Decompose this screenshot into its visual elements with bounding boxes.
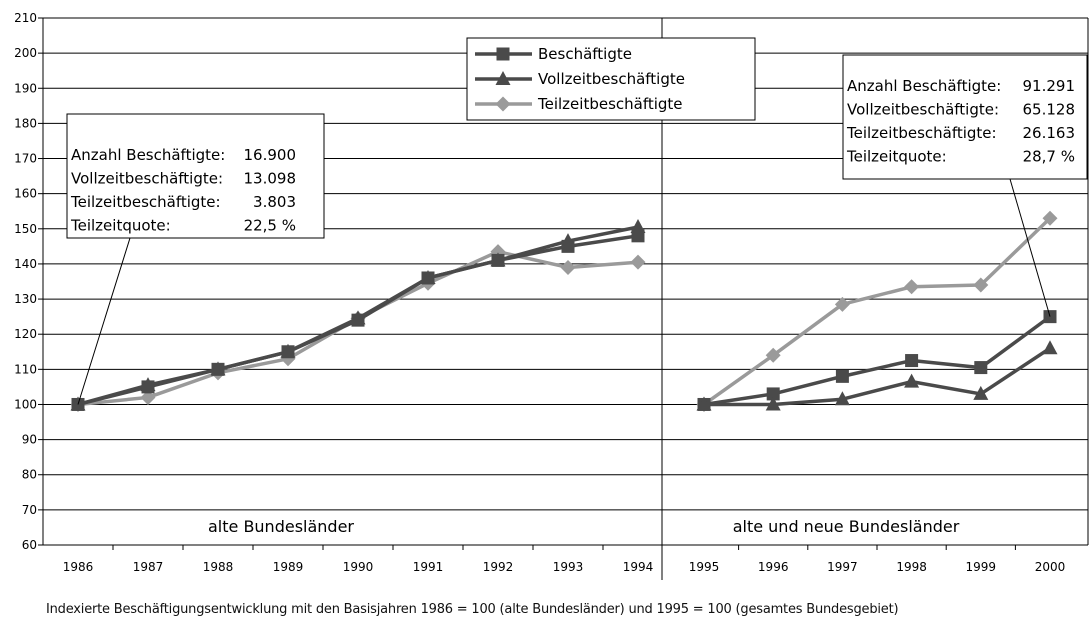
x-tick-label: 2000	[1035, 560, 1066, 574]
annotation-label: Teilzeitquote:	[70, 217, 171, 235]
x-tick-label: 1997	[827, 560, 858, 574]
x-tick-label: 1991	[413, 560, 444, 574]
annotation-label: Teilzeitbeschäftigte:	[70, 193, 221, 211]
y-tick-label: 150	[14, 222, 37, 236]
x-tick-label: 1998	[896, 560, 927, 574]
y-tick-label: 180	[14, 116, 37, 130]
y-tick-label: 110	[14, 362, 37, 376]
data-point-triangle	[490, 252, 506, 267]
region-label: alte Bundesländer	[208, 517, 354, 536]
data-point-diamond	[834, 296, 850, 312]
y-tick-label: 200	[14, 46, 37, 60]
annotation-value: 13.098	[244, 170, 297, 188]
data-point-diamond	[1042, 210, 1058, 226]
annotation-label: Vollzeitbeschäftigte:	[847, 101, 999, 119]
y-tick-label: 100	[14, 397, 37, 411]
legend-label: Vollzeitbeschäftigte	[538, 70, 685, 88]
y-tick-label: 170	[14, 152, 37, 166]
series-line	[704, 346, 1051, 407]
annotation-label: Anzahl Beschäftigte:	[71, 146, 225, 164]
x-tick-label: 1994	[623, 560, 654, 574]
y-tick-label: 70	[22, 503, 37, 517]
y-tick-label: 160	[14, 187, 37, 201]
series-line	[702, 217, 1052, 406]
data-point-square	[905, 354, 919, 368]
data-point-diamond	[140, 389, 156, 405]
annotation-value: 22,5 %	[244, 217, 296, 235]
series-line	[703, 315, 1052, 407]
annotation-label: Teilzeitquote:	[846, 148, 947, 166]
data-point-triangle	[696, 396, 712, 411]
data-point-square	[766, 387, 780, 401]
data-point-triangle	[973, 385, 989, 400]
annotation-label: Anzahl Beschäftigte:	[847, 77, 1001, 95]
x-tick-label: 1992	[483, 560, 514, 574]
annotation-value: 16.900	[244, 146, 297, 164]
x-tick-label: 1995	[689, 560, 720, 574]
y-axis: 60 70 80 90 100 110 120 130 140 150 160 170 180 190 20…	[14, 11, 1089, 580]
region-label: alte und neue Bundesländer	[733, 517, 960, 536]
data-point-triangle	[904, 373, 920, 388]
annotation-box	[66, 113, 325, 239]
annotation-box	[842, 54, 1088, 180]
annotation-value: 28,7 %	[1023, 148, 1075, 166]
data-point-triangle	[495, 71, 511, 85]
x-tick-label: 1987	[133, 560, 164, 574]
annotation-label: Teilzeitbeschäftigte:	[846, 124, 997, 142]
annotation-boxes: Anzahl Beschäftigte: 16.900 Vollzeitbeschä…	[66, 54, 1088, 405]
data-point-diamond	[904, 279, 920, 295]
data-point-triangle	[350, 310, 366, 325]
figure-caption: Indexierte Beschäftigungsentwicklung mit…	[46, 602, 899, 617]
y-tick-label: 140	[14, 257, 37, 271]
data-point-triangle	[560, 233, 576, 248]
data-point-triangle	[834, 391, 850, 406]
x-tick-label: 1988	[203, 560, 234, 574]
series-lines	[70, 210, 1058, 412]
callout-leader-line	[77, 237, 131, 405]
annotation-label: Vollzeitbeschäftigte:	[71, 170, 223, 188]
data-point-square	[496, 47, 510, 61]
data-point-diamond	[765, 347, 781, 363]
callout-leader-line	[1009, 178, 1051, 317]
employment-index-chart: 60 70 80 90 100 110 120 130 140 150 160 170 180 190 20…	[14, 11, 1089, 580]
region-labels: alte Bundesländer alte und neue Bundeslän…	[208, 517, 960, 536]
legend: Beschäftigte Vollzeitbeschäftigte Teilzeit…	[466, 37, 756, 121]
data-point-diamond	[630, 254, 646, 270]
annotation-value: 3.803	[253, 193, 296, 211]
x-tick-label: 1986	[63, 560, 94, 574]
data-point-square	[835, 369, 849, 383]
x-tick-label: 1999	[966, 560, 997, 574]
data-point-diamond	[495, 96, 511, 112]
data-point-triangle	[630, 219, 646, 234]
x-tick-label: 1989	[273, 560, 304, 574]
y-tick-label: 210	[14, 11, 37, 25]
data-point-triangle	[1042, 340, 1058, 355]
y-tick-label: 190	[14, 81, 37, 95]
x-tick-label: 1990	[343, 560, 374, 574]
y-tick-label: 120	[14, 327, 37, 341]
data-point-triangle	[280, 343, 296, 358]
y-tick-label: 90	[22, 433, 37, 447]
data-point-square	[974, 361, 988, 375]
y-tick-label: 80	[22, 468, 37, 482]
data-point-diamond	[560, 259, 576, 275]
data-point-triangle	[210, 361, 226, 376]
legend-label: Beschäftigte	[538, 45, 632, 63]
x-tick-label: 1993	[553, 560, 584, 574]
y-tick-label: 130	[14, 292, 37, 306]
annotation-value: 91.291	[1023, 77, 1076, 95]
annotation-value: 65.128	[1023, 101, 1076, 119]
data-point-triangle	[420, 269, 436, 284]
legend-label: Teilzeitbeschäftigte	[537, 95, 683, 113]
data-point-triangle	[765, 396, 781, 411]
data-point-diamond	[973, 277, 989, 293]
x-axis: 1986 1987 1988 1989 1990 1991 1992 1993 1994 1995…	[63, 545, 1066, 574]
x-tick-label: 1996	[758, 560, 789, 574]
data-point-triangle	[140, 377, 156, 392]
y-tick-label: 60	[22, 538, 37, 552]
annotation-value: 26.163	[1023, 124, 1076, 142]
